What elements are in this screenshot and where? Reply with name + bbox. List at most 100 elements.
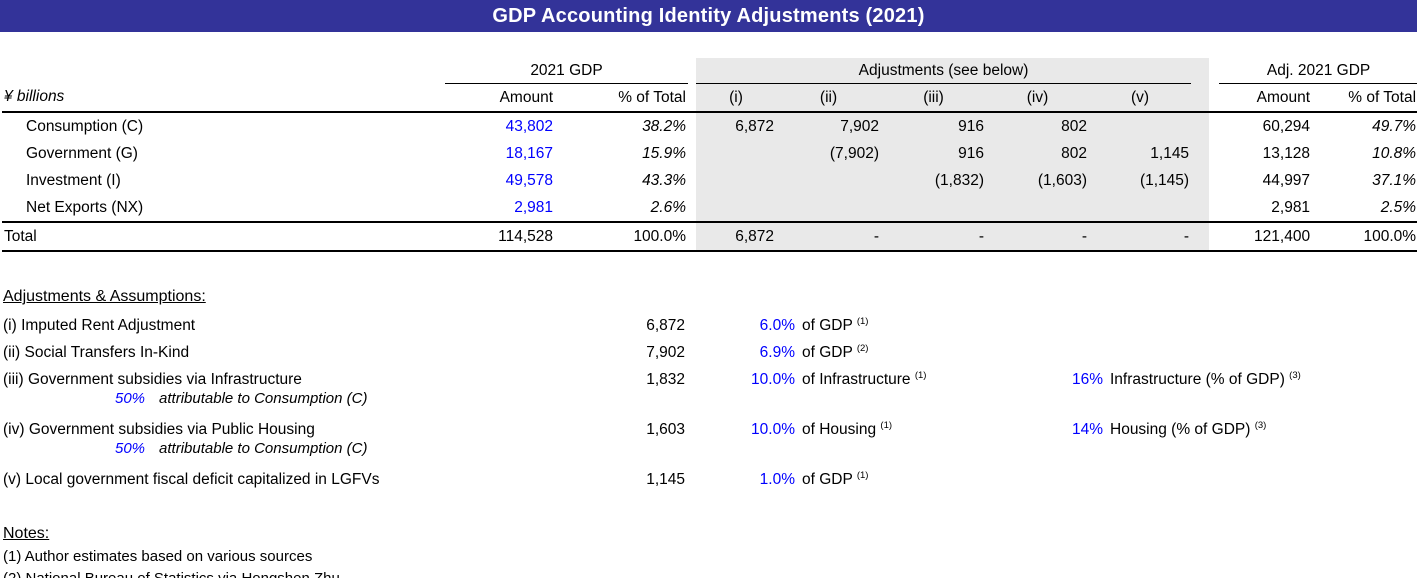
adj-cell-i [696, 167, 777, 194]
adj-cell-v: (1,145) [1089, 167, 1192, 194]
assumption-amount: 1,832 [646, 371, 685, 389]
assumption-row-i: (i) Imputed Rent Adjustment 6,872 6.0% o… [3, 308, 1417, 335]
note-ref: (2) [856, 343, 869, 354]
assumption-desc-text: of GDP [802, 317, 853, 335]
note-ref: (1) [880, 420, 893, 431]
adj-cell-iii [881, 194, 987, 223]
assumption-row-iii: (iii) Government subsidies via Infrastru… [3, 362, 1417, 389]
adj-pct-cell: 100.0% [1312, 222, 1417, 252]
adj-cell-ii [776, 167, 882, 194]
assumption-label: (v) Local government fiscal deficit capi… [3, 471, 380, 489]
row-label: Net Exports (NX) [2, 194, 445, 223]
spacer-cell [1191, 140, 1210, 167]
sub-pct: 50% [115, 390, 146, 407]
assumption-amount: 1,145 [646, 471, 685, 489]
adj-cell-iii: - [881, 222, 987, 252]
adj-cell-iii: 916 [881, 140, 987, 167]
adj-cell-i [696, 140, 777, 167]
adj-cell-ii: - [776, 222, 882, 252]
adj-cell-iv: 802 [986, 112, 1090, 140]
page-title: GDP Accounting Identity Adjustments (202… [492, 4, 925, 27]
col-header-i: (i) [696, 83, 777, 113]
assumption-row-iv: (iv) Government subsidies via Public Hou… [3, 412, 1417, 439]
spacer-cell [688, 222, 697, 252]
adj-cell-v [1089, 112, 1192, 140]
note-ref: (1) [856, 316, 869, 327]
pct-cell: 15.9% [642, 144, 687, 162]
assumption-row-ii: (ii) Social Transfers In-Kind 7,902 6.9%… [3, 335, 1417, 362]
group-header-2021-gdp: 2021 GDP [445, 58, 689, 84]
spacer-cell [1191, 83, 1210, 113]
assumption-amount: 7,902 [646, 344, 685, 362]
spacer-cell [688, 167, 696, 194]
pct-cell: 100.0% [555, 222, 689, 252]
assumption-pct: 6.0% [759, 317, 795, 335]
assumption-subnote-iv: 50% attributable to Consumption (C) [3, 439, 1417, 462]
group-header-adjustments: Adjustments (see below) [696, 58, 1192, 84]
assumption-desc-text: of Housing [802, 421, 877, 439]
adj-cell-iv: (1,603) [986, 167, 1090, 194]
adj-pct-cell: 49.7% [1372, 117, 1417, 135]
adj-cell-iii: 916 [881, 112, 987, 140]
col-header-amount: Amount [445, 83, 555, 113]
notes-section: Notes: (1) Author estimates based on var… [0, 522, 1417, 578]
table-row-net-exports: Net Exports (NX) 2,981 2.6% 2,981 2.5% [2, 194, 1417, 223]
pct-cell: 2.6% [555, 194, 689, 223]
amount-cell: 2,981 [445, 194, 555, 223]
title-bar: GDP Accounting Identity Adjustments (202… [0, 0, 1417, 32]
adj-cell-iv: - [986, 222, 1090, 252]
assumption-pct: 1.0% [759, 471, 795, 489]
assumption-desc2-text: Housing (% of GDP) [1110, 421, 1251, 439]
assumption-pct: 10.0% [751, 371, 795, 389]
spacer-cell [688, 140, 696, 167]
assumption-amount: 6,872 [646, 317, 685, 335]
spacer-cell [1191, 112, 1210, 140]
col-header-ii: (ii) [776, 83, 882, 113]
adj-cell-ii [776, 194, 882, 223]
spacer-cell [1191, 194, 1210, 223]
column-header-row: ¥ billions Amount % of Total (i) (ii) (i… [2, 83, 1417, 113]
assumption-subnote-iii: 50% attributable to Consumption (C) [3, 389, 1417, 412]
adj-cell-iv: 802 [986, 140, 1090, 167]
adj-cell-iii: (1,832) [881, 167, 987, 194]
adj-pct-cell: 37.1% [1372, 171, 1417, 189]
table-row-consumption: Consumption (C) 43,802 38.2% 6,872 7,902… [2, 112, 1417, 140]
pct-cell: 43.3% [642, 171, 687, 189]
spacer-cell [1209, 140, 1219, 167]
assumptions-heading: Adjustments & Assumptions: [3, 288, 206, 305]
spacer-cell [1191, 222, 1210, 252]
assumption-desc: of GDP (2) [795, 335, 1047, 366]
group-header-row: 2021 GDP Adjustments (see below) Adj. 20… [2, 58, 1417, 84]
adj-cell-v: - [1089, 222, 1192, 252]
assumptions-section: Adjustments & Assumptions: (i) Imputed R… [0, 285, 1417, 489]
spacer-cell [688, 194, 697, 223]
adj-amount-cell: 121,400 [1219, 222, 1313, 252]
note-line-1: (1) Author estimates based on various so… [3, 548, 313, 565]
spacer-cell [688, 58, 696, 84]
assumption-label: (iii) Government subsidies via Infrastru… [3, 371, 302, 389]
adj-amount-cell: 44,997 [1262, 171, 1311, 189]
assumption-pct: 10.0% [751, 421, 795, 439]
note-ref: (3) [1289, 370, 1301, 381]
unit-label: ¥ billions [2, 83, 445, 113]
table-row-investment: Investment (I) 49,578 43.3% (1,832) (1,6… [2, 167, 1417, 194]
spacer-cell [688, 83, 697, 113]
note-ref: (3) [1254, 420, 1267, 431]
assumption-pct: 6.9% [759, 344, 795, 362]
spacer-cell [1209, 83, 1220, 113]
group-header-adj-2021-gdp: Adj. 2021 GDP [1219, 58, 1417, 84]
amount-cell: 43,802 [505, 117, 553, 135]
adj-pct-cell: 10.8% [1372, 144, 1417, 162]
spacer-cell [1209, 194, 1220, 223]
spacer-cell [1209, 112, 1219, 140]
amount-cell: 49,578 [505, 171, 553, 189]
adj-cell-i [696, 194, 777, 223]
row-label: Total [2, 222, 445, 252]
assumption-desc-text: of GDP [802, 471, 853, 489]
assumption-desc2: Infrastructure (% of GDP) (3) [1103, 362, 1417, 393]
adj-amount-cell: 13,128 [1262, 144, 1311, 162]
row-label: Investment (I) [26, 171, 121, 189]
spacer-cell [1191, 58, 1210, 84]
col-header-iv: (iv) [986, 83, 1090, 113]
